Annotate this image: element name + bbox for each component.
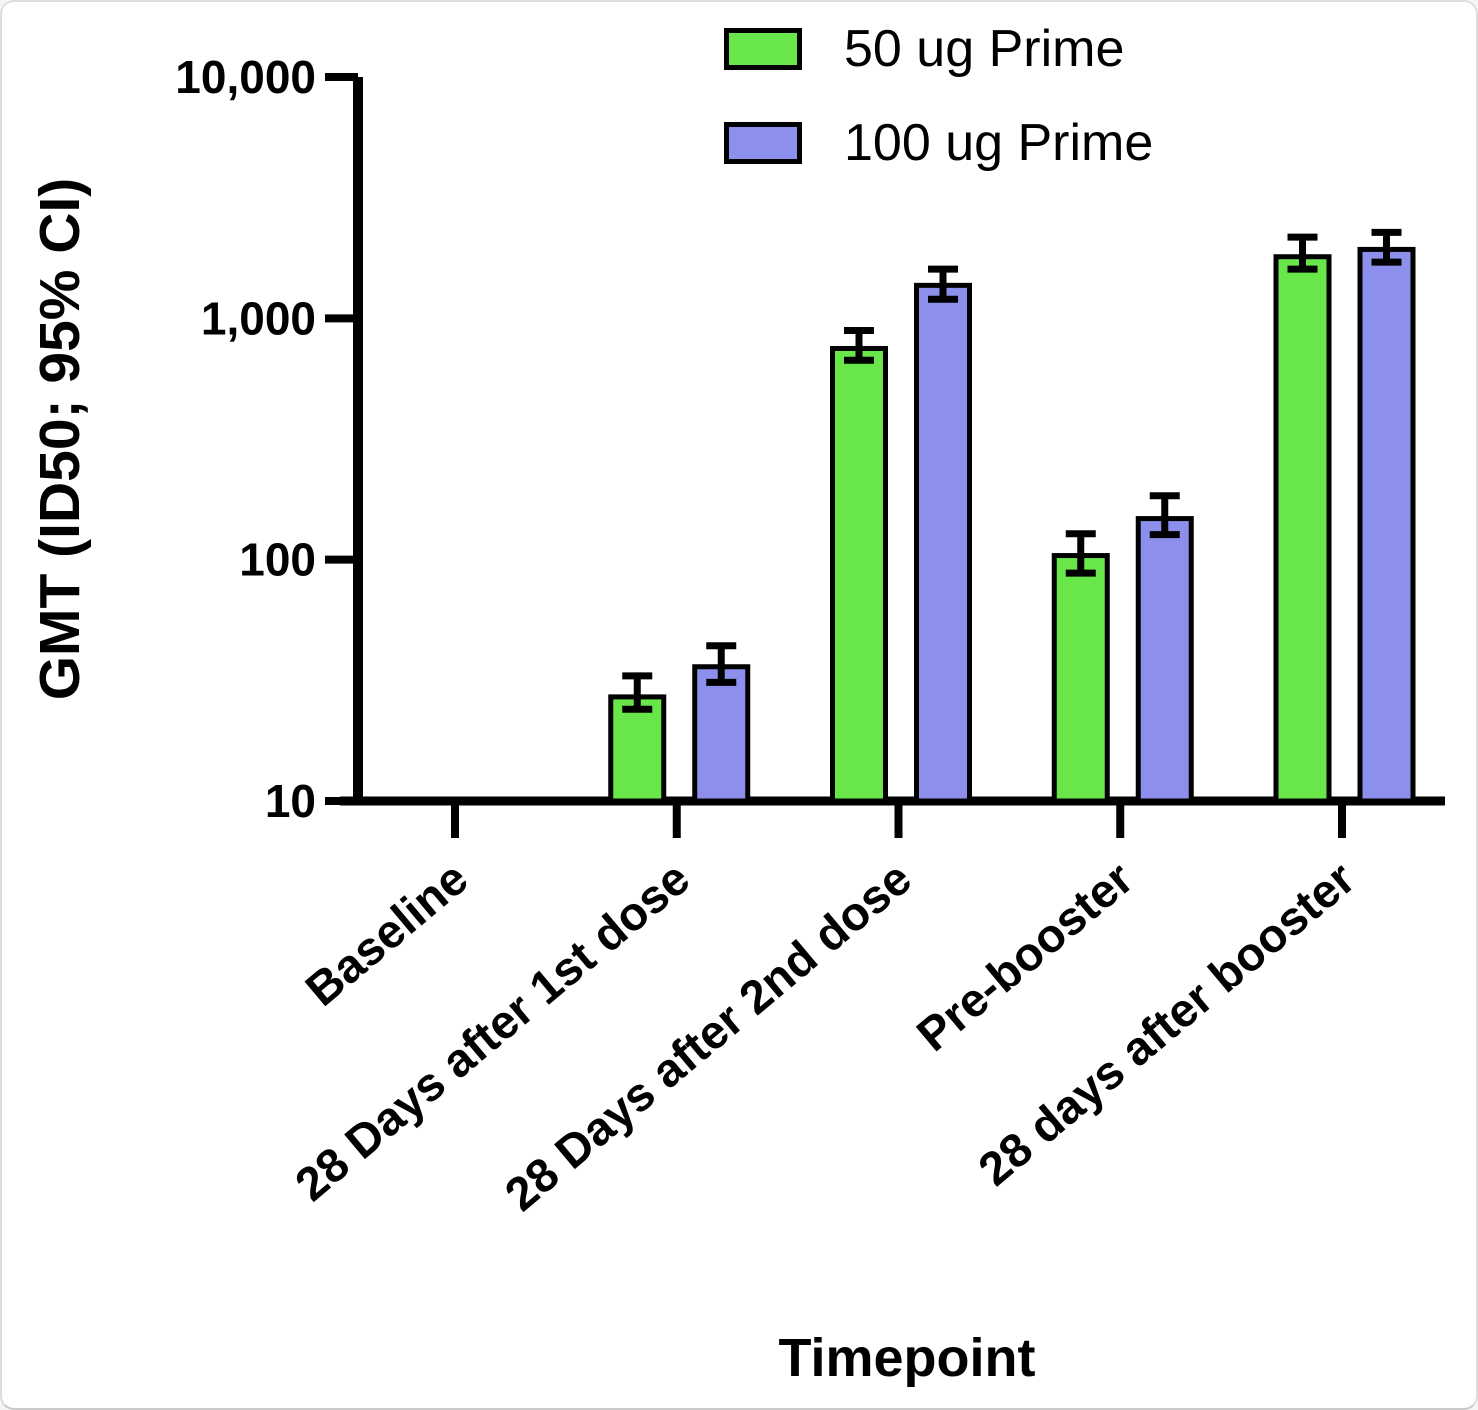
bar-series0-cat4 <box>1273 254 1332 804</box>
bar-series1-cat2 <box>914 282 972 804</box>
x-axis-title: Timepoint <box>778 1328 1036 1388</box>
bar-series0-cat2 <box>830 345 888 804</box>
bar-series1-cat4 <box>1357 246 1416 804</box>
x-tick-label: 28 Days after 2nd dose <box>495 851 921 1221</box>
legend-label-100ug-prime: 100 ug Prime <box>844 114 1154 172</box>
bar-series1-cat1 <box>692 664 751 804</box>
legend: 50 ug Prime 100 ug Prime <box>724 18 1153 174</box>
y-tick-label: 100 <box>239 534 316 586</box>
legend-item-100ug-prime: 100 ug Prime <box>724 112 1153 174</box>
legend-swatch-50ug-prime <box>724 28 802 70</box>
bar-series0-cat3 <box>1051 553 1110 804</box>
x-tick-label: Baseline <box>295 851 477 1016</box>
legend-item-50ug-prime: 50 ug Prime <box>724 18 1153 80</box>
y-tick-label: 10,000 <box>175 51 316 103</box>
legend-swatch-100ug-prime <box>724 122 802 164</box>
legend-label-50ug-prime: 50 ug Prime <box>844 20 1125 78</box>
x-tick-label: 28 days after booster <box>968 851 1364 1196</box>
x-tick-label: 28 Days after 1st dose <box>285 851 699 1211</box>
y-tick-label: 1,000 <box>201 292 316 344</box>
y-tick-label: 10 <box>265 775 316 827</box>
x-tick-label: Pre-booster <box>907 851 1143 1061</box>
bar-series1-cat3 <box>1135 516 1194 804</box>
